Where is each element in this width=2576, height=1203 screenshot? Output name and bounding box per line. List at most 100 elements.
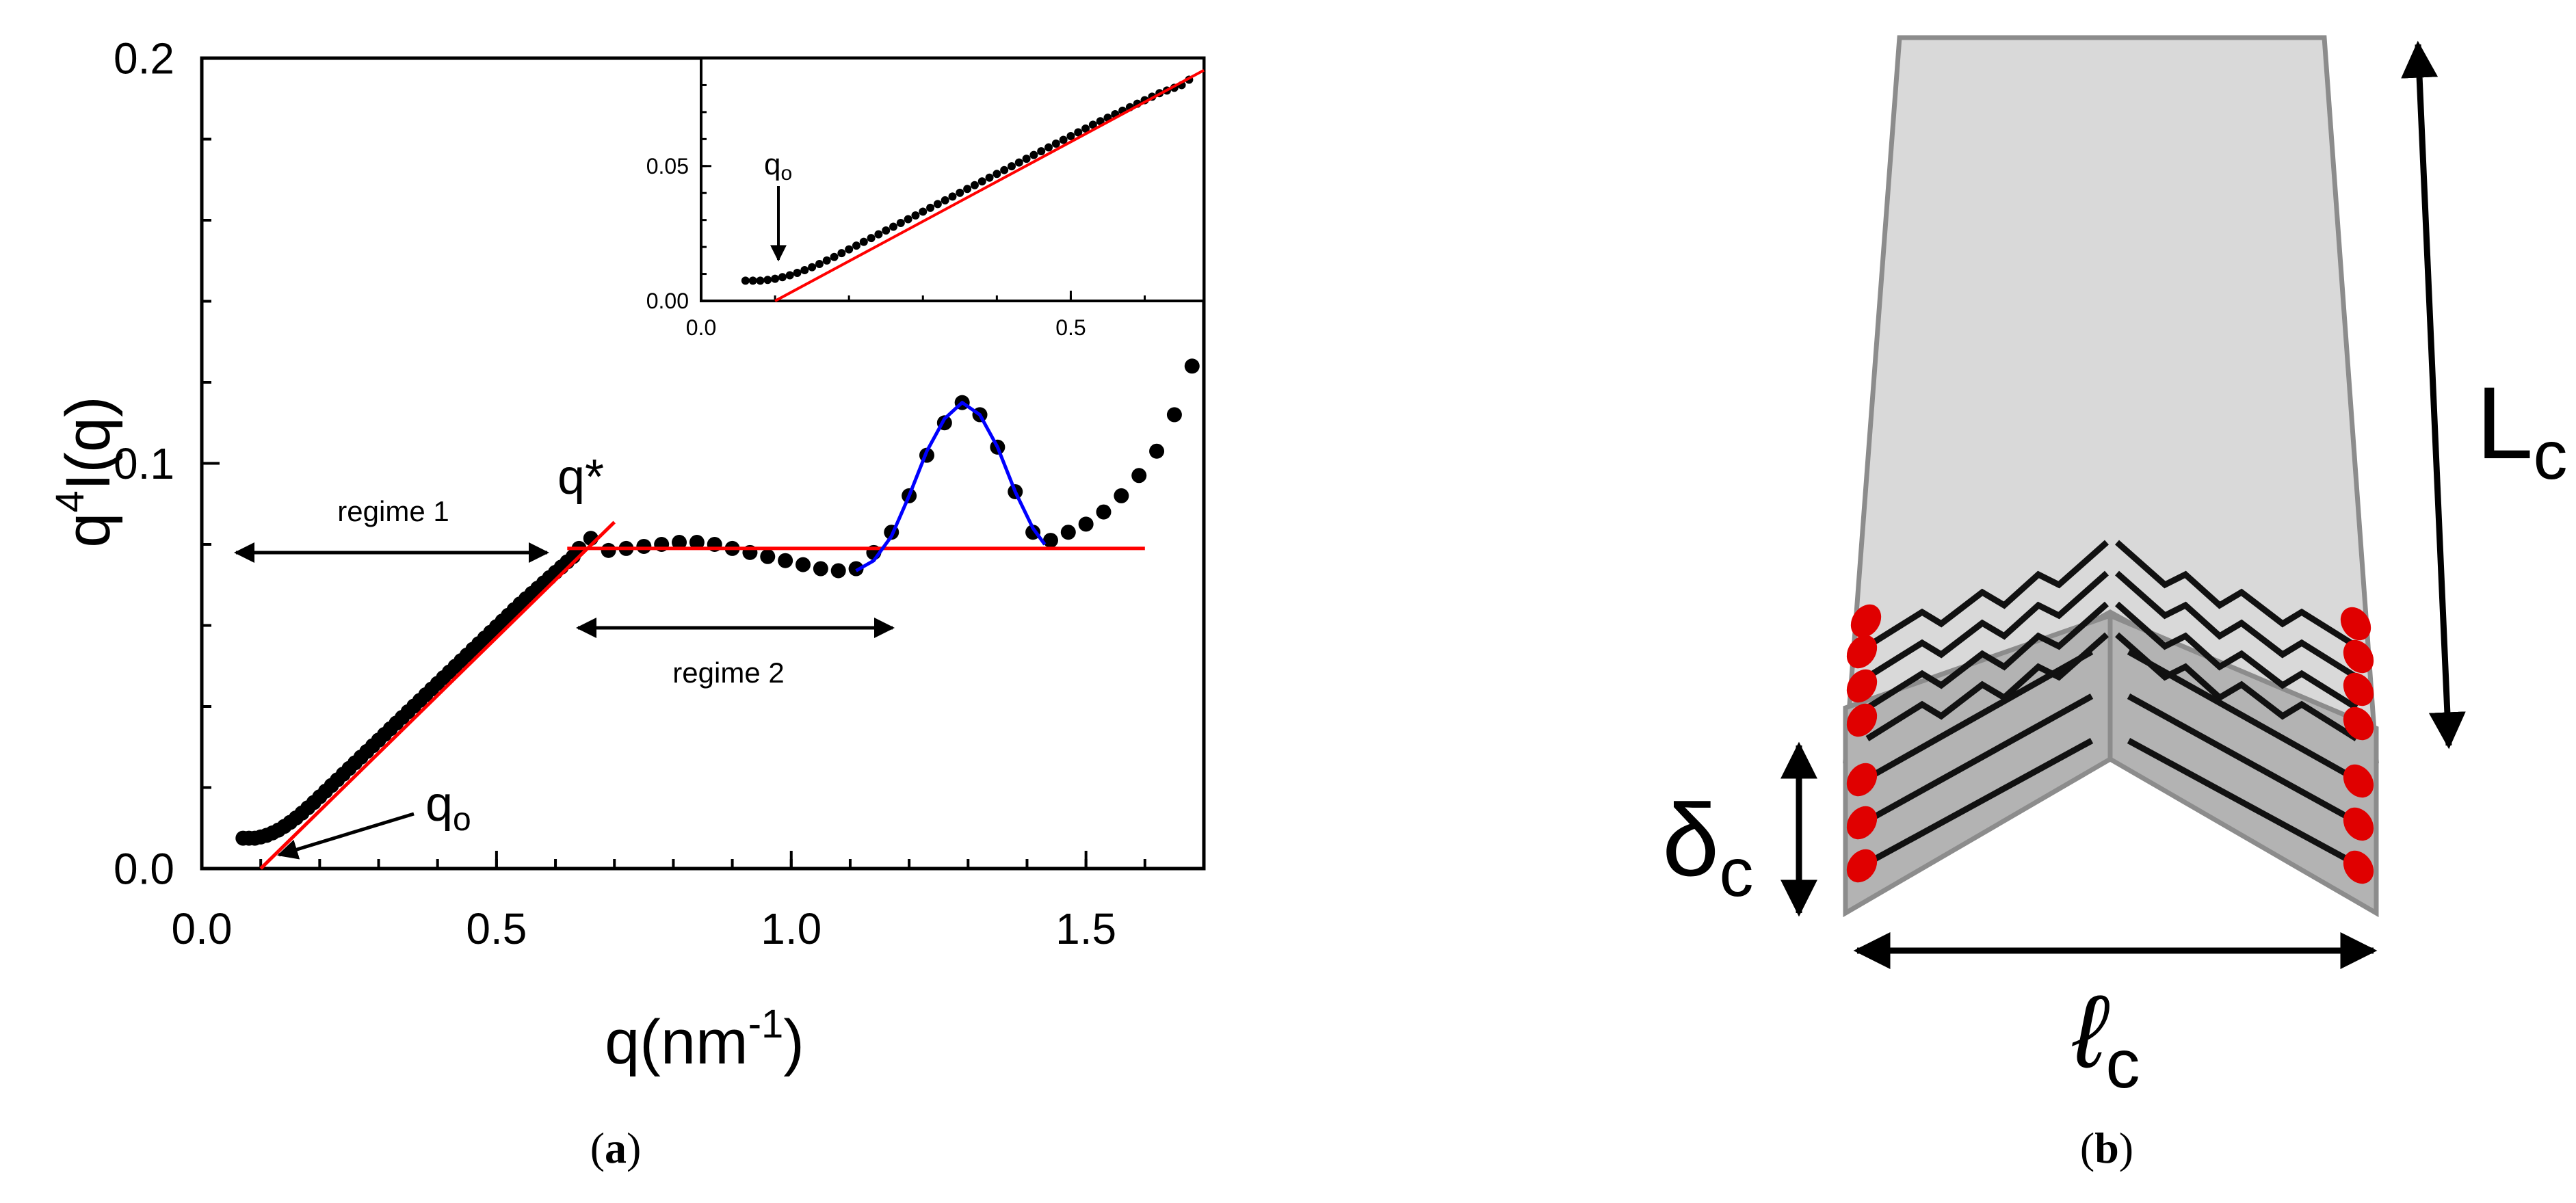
- chain-end-dot: [2343, 807, 2374, 841]
- regime-1-label: regime 1: [337, 495, 449, 527]
- main-chart: 0.0 0.5 1.0 1.50.00.10.2 q4I(q) q(nm-1) reg…: [48, 34, 1206, 1077]
- inset-q0-label-base: q: [764, 148, 780, 181]
- x-tick-label: 0.0: [172, 904, 233, 953]
- length-label-main: L: [2476, 365, 2533, 480]
- caption-a: (a): [590, 1124, 642, 1172]
- regime-1-annotation: regime 1: [234, 495, 549, 563]
- data-point: [1131, 468, 1147, 484]
- thickness-label: δc: [1662, 782, 1754, 911]
- straight-chains-left: [1865, 649, 2094, 866]
- data-point: [763, 276, 772, 285]
- data-point: [1088, 120, 1097, 129]
- chain-end-dot: [1846, 669, 1878, 703]
- chain-end-dot: [2343, 672, 2374, 706]
- data-point: [748, 276, 757, 285]
- data-point: [1037, 147, 1046, 156]
- straight-chain-left-3: [1865, 738, 2094, 866]
- data-point: [1029, 150, 1038, 159]
- caption-b: (b): [2080, 1124, 2133, 1172]
- chain-end-dot: [1850, 604, 1882, 638]
- y-axis-label: q4I(q): [48, 396, 123, 547]
- data-point: [672, 535, 687, 551]
- data-point: [956, 188, 964, 197]
- data-point: [1060, 525, 1076, 540]
- regime-2-label: regime 2: [672, 657, 784, 689]
- thickness-label-sub: c: [1720, 834, 1754, 911]
- chain-end-dot: [2343, 706, 2374, 741]
- straight-chain-right-3: [2127, 738, 2356, 866]
- x-axis-label-sup: -1: [748, 1002, 784, 1046]
- chain-end-dot: [1846, 763, 1878, 797]
- main-tick-labels: 0.0 0.5 1.0 1.5 0.0 0.1 0.2: [114, 34, 1116, 953]
- data-point: [1166, 407, 1182, 423]
- data-point: [933, 200, 942, 209]
- straight-chain-right-1: [2127, 649, 2356, 781]
- data-point: [867, 234, 876, 243]
- y-axis-label-base: q: [53, 513, 123, 548]
- data-point: [948, 192, 957, 201]
- chain-end-dot: [1846, 849, 1878, 883]
- data-point: [1184, 358, 1200, 374]
- data-point: [601, 542, 616, 558]
- data-point: [882, 226, 891, 235]
- chain-end-dot: [1846, 806, 1878, 840]
- data-point: [848, 561, 864, 577]
- folded-chain-left-3: [1865, 601, 2109, 711]
- q0-label: qo: [425, 777, 471, 838]
- chain-end-dot: [1846, 703, 1878, 737]
- data-point: [1014, 158, 1023, 167]
- straight-chain-right-2: [2127, 693, 2356, 823]
- y-axis-label-sup: 4: [48, 490, 92, 512]
- data-point: [852, 241, 860, 250]
- linear-fit-line: [259, 520, 616, 870]
- data-point: [941, 196, 949, 204]
- data-point: [904, 215, 912, 224]
- main-fit-lines: [259, 401, 1145, 870]
- folded-chain-left-1: [1865, 540, 2109, 649]
- data-point: [963, 185, 972, 194]
- data-point: [800, 266, 809, 275]
- chain-end-dot: [2343, 850, 2374, 884]
- q0-label-base: q: [425, 777, 453, 832]
- data-point: [859, 237, 868, 246]
- y-tick-label: 0.05: [646, 154, 689, 179]
- data-point: [793, 268, 802, 277]
- inset-ticks: [700, 57, 1146, 302]
- inset-chart: 0.0 0.5 0.00 0.05 qo: [646, 57, 1205, 340]
- x-axis-label-base: q(nm: [605, 1007, 748, 1077]
- main-ticks: [200, 57, 1205, 870]
- data-point: [1022, 155, 1031, 163]
- data-point: [985, 173, 994, 182]
- straight-chain-left-2: [1865, 693, 2094, 823]
- data-point: [760, 548, 776, 564]
- q0-annotation: qo: [277, 777, 471, 860]
- data-point: [636, 538, 652, 554]
- data-point: [830, 252, 839, 261]
- folded-chain-right-2: [2115, 570, 2358, 680]
- width-label: ℓc: [2071, 974, 2140, 1102]
- data-point: [813, 561, 828, 577]
- data-point: [993, 170, 1001, 179]
- data-point: [1051, 140, 1060, 148]
- inset-tick-labels: 0.0 0.5 0.00 0.05: [646, 154, 1086, 340]
- data-point: [926, 203, 935, 212]
- chain-end-dot: [2343, 639, 2374, 674]
- regime-2-annotation: regime 2: [576, 618, 895, 689]
- y-axis-label-rest: I(q): [53, 396, 123, 490]
- main-data-points: [235, 358, 1200, 846]
- q-star-label: q*: [557, 450, 604, 505]
- length-dimension-arrow: [2401, 40, 2466, 750]
- caption-b-letter: b: [2094, 1124, 2119, 1172]
- data-point: [1149, 443, 1165, 459]
- x-tick-label: 0.0: [686, 315, 716, 340]
- data-point: [756, 276, 765, 285]
- straight-chains-right: [2127, 649, 2356, 866]
- y-tick-label: 0.1: [114, 439, 174, 488]
- q0-label-sub: o: [453, 802, 471, 838]
- data-point: [1007, 162, 1016, 171]
- chain-end-dot: [1846, 635, 1878, 669]
- y-tick-label: 0.0: [114, 844, 174, 893]
- caption-b-open: (: [2080, 1124, 2094, 1172]
- data-point: [1042, 533, 1058, 548]
